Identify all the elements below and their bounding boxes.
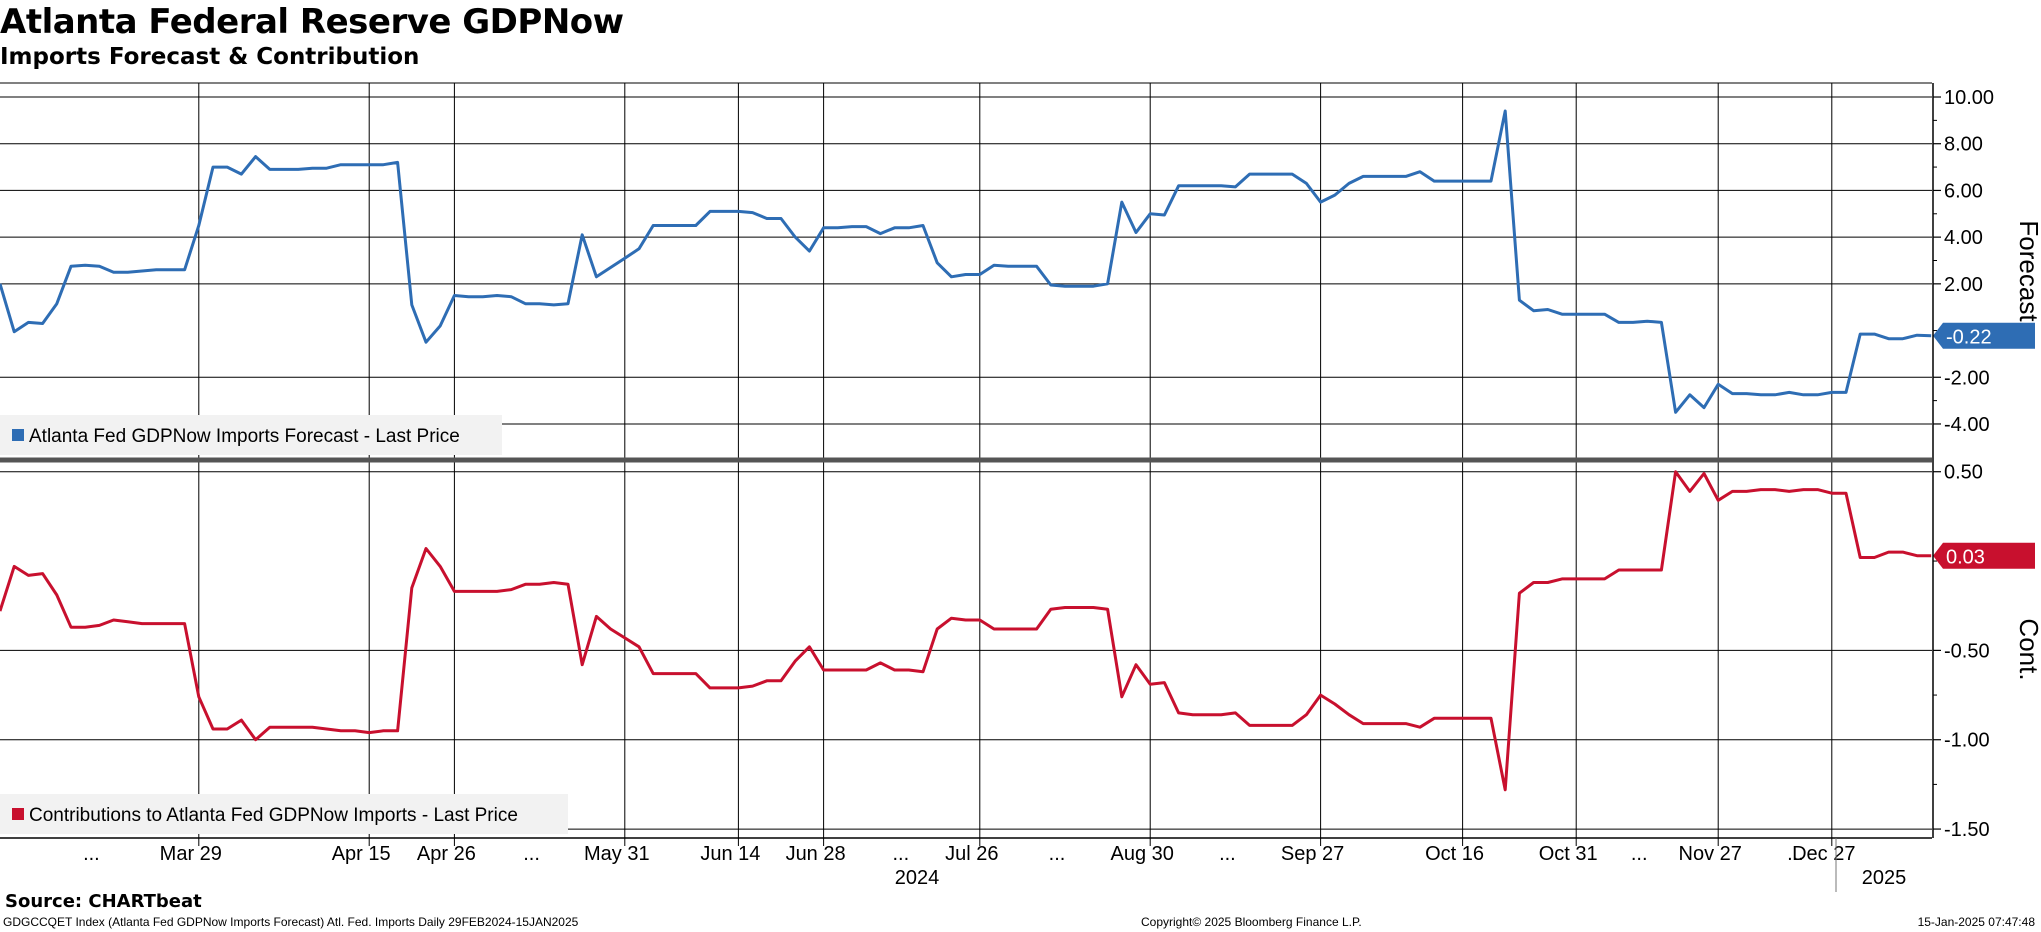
x-tick-label: May 31 — [584, 843, 650, 865]
panel-bottom: 0.50 -0.50 -1.00 -1.50 0.03 Cont. Contribution… — [0, 461, 2041, 841]
index-description: GDGCCQET Index (Atlanta Fed GDPNow Impor… — [3, 915, 579, 929]
x-tick-label: Oct 16 — [1425, 843, 1484, 865]
copyright: Copyright© 2025 Bloomberg Finance L.P. — [1141, 915, 1362, 929]
last-value-tag — [1933, 322, 2035, 349]
x-tick-label: ... — [83, 843, 100, 865]
legend-box — [0, 794, 568, 834]
legend-label: Atlanta Fed GDPNow Imports Forecast - La… — [29, 426, 460, 447]
y-tick-label: -4.00 — [1944, 414, 1990, 436]
x-tick-label: Aug 30 — [1111, 843, 1174, 865]
y-tick-label: 10.00 — [1944, 87, 1994, 109]
x-tick-label: Apr 26 — [417, 843, 476, 865]
y-tick-label: -2.00 — [1944, 367, 1990, 389]
x-tick-label: Jul 26 — [945, 843, 998, 865]
x-tick-label: Nov 27 — [1679, 843, 1742, 865]
y-tick-label: 8.00 — [1944, 134, 1983, 156]
x-tick-label: Mar 29 — [160, 843, 222, 865]
x-tick-label: ... — [1631, 843, 1648, 865]
x-tick-label: Jun 28 — [786, 843, 846, 865]
y-tick-label: 0.50 — [1944, 462, 1983, 484]
x-tick-label: Sep 27 — [1281, 843, 1344, 865]
y-tick-label: 6.00 — [1944, 180, 1983, 202]
x-tick-label: ... — [523, 843, 540, 865]
y-tick-label: 4.00 — [1944, 227, 1983, 249]
y-tick-label: -0.50 — [1944, 640, 1990, 662]
x-tick-label: ... — [1219, 843, 1236, 865]
chart-title: Atlanta Federal Reserve GDPNow — [0, 2, 624, 42]
series-line-bottom — [0, 470, 1932, 792]
series-line-top — [0, 109, 1932, 414]
x-tick-label: ... — [1787, 843, 1804, 865]
y-tick-label: -1.00 — [1944, 730, 1990, 752]
panel-top: 10.00 8.00 6.00 4.00 2.00 -2.00 -4.00 -0.22 Fore… — [0, 83, 2041, 459]
x-year-label: 2025 — [1862, 867, 1907, 889]
timestamp: 15-Jan-2025 07:47:48 — [1917, 915, 2035, 929]
last-value-label: 0.03 — [1946, 547, 1985, 569]
x-tick-label: Dec 27 — [1792, 843, 1855, 865]
x-tick-label: Apr 15 — [332, 843, 391, 865]
x-tick-label: Oct 31 — [1539, 843, 1598, 865]
y-tick-label: -1.50 — [1944, 819, 1990, 841]
last-value-label: -0.22 — [1946, 327, 1992, 349]
legend-box — [0, 415, 502, 455]
y-axis-title: Cont. — [2014, 618, 2041, 680]
legend-swatch — [12, 808, 24, 820]
source-label: Source: CHARTbeat — [5, 891, 202, 912]
x-tick-label: ... — [892, 843, 909, 865]
legend-swatch — [12, 429, 24, 441]
last-value-tag — [1933, 542, 2035, 569]
y-axis-title: Forecast — [2014, 220, 2041, 322]
x-tick-label: Jun 14 — [700, 843, 760, 865]
legend-label: Contributions to Atlanta Fed GDPNow Impo… — [29, 805, 518, 826]
y-tick-label: 2.00 — [1944, 274, 1983, 296]
x-year-label: 2024 — [895, 867, 940, 889]
chart-subtitle: Imports Forecast & Contribution — [0, 44, 420, 70]
x-tick-label: ... — [1049, 843, 1066, 865]
